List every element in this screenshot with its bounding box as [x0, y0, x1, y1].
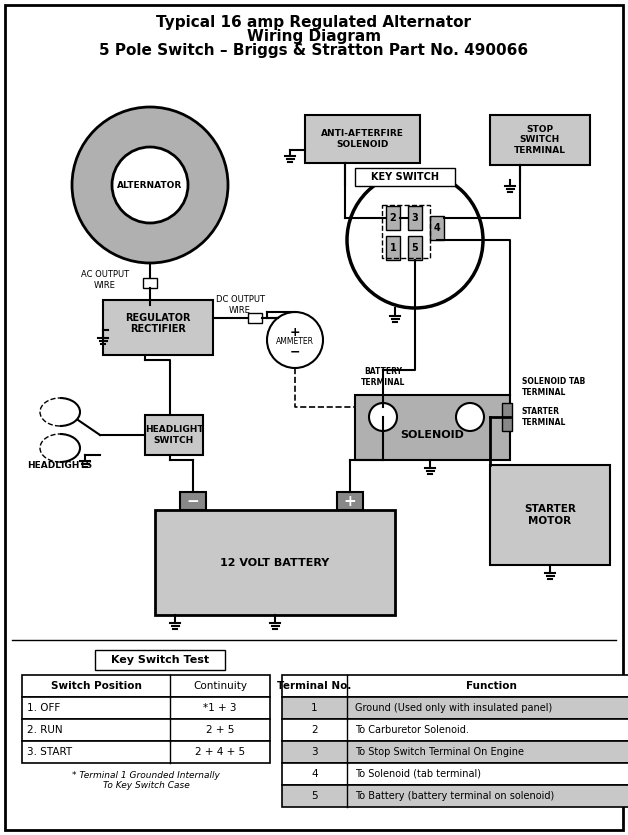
FancyBboxPatch shape — [180, 492, 206, 510]
FancyBboxPatch shape — [282, 675, 628, 697]
Text: Switch Position: Switch Position — [51, 681, 141, 691]
FancyBboxPatch shape — [490, 465, 610, 565]
Text: STOP
SWITCH
TERMINAL: STOP SWITCH TERMINAL — [514, 125, 566, 155]
Text: 4: 4 — [311, 769, 318, 779]
Text: Function: Function — [466, 681, 517, 691]
Text: HEADLIGHT
SWITCH: HEADLIGHT SWITCH — [144, 425, 203, 445]
FancyBboxPatch shape — [145, 415, 203, 455]
Text: ANTI-AFTERFIRE
SOLENOID: ANTI-AFTERFIRE SOLENOID — [321, 129, 404, 149]
Text: Terminal No.: Terminal No. — [278, 681, 352, 691]
FancyBboxPatch shape — [305, 115, 420, 163]
Text: Continuity: Continuity — [193, 681, 247, 691]
FancyBboxPatch shape — [103, 300, 213, 355]
Text: 3: 3 — [311, 747, 318, 757]
Text: Wiring Diagram: Wiring Diagram — [247, 28, 381, 43]
Text: To Solenoid (tab terminal): To Solenoid (tab terminal) — [355, 769, 481, 779]
Text: Ground (Used only with insulated panel): Ground (Used only with insulated panel) — [355, 703, 552, 713]
Text: To Stop Switch Terminal On Engine: To Stop Switch Terminal On Engine — [355, 747, 524, 757]
FancyBboxPatch shape — [430, 216, 444, 240]
Text: AMMETER: AMMETER — [276, 337, 314, 347]
Text: STARTER
MOTOR: STARTER MOTOR — [524, 504, 576, 526]
Text: Key Switch Test: Key Switch Test — [111, 655, 209, 665]
FancyBboxPatch shape — [143, 278, 157, 288]
Text: DC OUTPUT
WIRE: DC OUTPUT WIRE — [215, 296, 264, 315]
FancyBboxPatch shape — [22, 719, 270, 741]
FancyBboxPatch shape — [408, 236, 422, 260]
FancyBboxPatch shape — [355, 168, 455, 186]
Circle shape — [347, 172, 483, 308]
Text: Typical 16 amp Regulated Alternator: Typical 16 amp Regulated Alternator — [156, 14, 472, 29]
Text: +: + — [344, 493, 356, 509]
Text: SOLENOID: SOLENOID — [401, 431, 465, 441]
FancyBboxPatch shape — [282, 697, 628, 719]
Text: 1. OFF: 1. OFF — [27, 703, 60, 713]
Text: 2: 2 — [389, 213, 396, 223]
Text: 1: 1 — [389, 243, 396, 253]
FancyBboxPatch shape — [282, 763, 628, 785]
FancyBboxPatch shape — [490, 115, 590, 165]
FancyBboxPatch shape — [355, 395, 510, 460]
FancyBboxPatch shape — [408, 206, 422, 230]
Text: −: − — [187, 493, 199, 509]
FancyBboxPatch shape — [282, 785, 628, 807]
Text: 5: 5 — [311, 791, 318, 801]
FancyBboxPatch shape — [22, 675, 270, 697]
Text: 5: 5 — [411, 243, 418, 253]
Text: To Battery (battery terminal on solenoid): To Battery (battery terminal on solenoid… — [355, 791, 555, 801]
Text: SOLENOID TAB
TERMINAL: SOLENOID TAB TERMINAL — [522, 377, 585, 397]
Text: 3. START: 3. START — [27, 747, 72, 757]
Text: * Terminal 1 Grounded Internally
To Key Switch Case: * Terminal 1 Grounded Internally To Key … — [72, 771, 220, 791]
FancyBboxPatch shape — [22, 741, 270, 763]
Text: +: + — [290, 326, 300, 338]
Text: REGULATOR
RECTIFIER: REGULATOR RECTIFIER — [125, 312, 191, 334]
Circle shape — [369, 403, 397, 431]
FancyBboxPatch shape — [386, 236, 400, 260]
FancyBboxPatch shape — [282, 741, 628, 763]
Text: 5 Pole Switch – Briggs & Stratton Part No. 490066: 5 Pole Switch – Briggs & Stratton Part N… — [99, 43, 529, 58]
FancyBboxPatch shape — [386, 206, 400, 230]
Text: 12 VOLT BATTERY: 12 VOLT BATTERY — [220, 558, 330, 568]
Text: 1: 1 — [311, 703, 318, 713]
FancyBboxPatch shape — [103, 338, 213, 355]
Circle shape — [456, 403, 484, 431]
Text: HEADLIGHTS: HEADLIGHTS — [28, 460, 92, 469]
FancyBboxPatch shape — [155, 510, 395, 615]
FancyBboxPatch shape — [95, 650, 225, 670]
Text: 2 + 5: 2 + 5 — [206, 725, 234, 735]
Circle shape — [112, 147, 188, 223]
FancyBboxPatch shape — [248, 313, 262, 323]
FancyBboxPatch shape — [502, 403, 512, 431]
FancyBboxPatch shape — [22, 697, 270, 719]
Text: −: − — [290, 346, 300, 358]
Text: 2. RUN: 2. RUN — [27, 725, 63, 735]
Circle shape — [267, 312, 323, 368]
Text: *1 + 3: *1 + 3 — [203, 703, 237, 713]
Text: 4: 4 — [433, 223, 440, 233]
FancyBboxPatch shape — [282, 719, 628, 741]
Text: To Carburetor Solenoid.: To Carburetor Solenoid. — [355, 725, 469, 735]
Text: AC OUTPUT
WIRE: AC OUTPUT WIRE — [81, 271, 129, 290]
Text: ALTERNATOR: ALTERNATOR — [117, 180, 183, 190]
Text: KEY SWITCH: KEY SWITCH — [371, 172, 439, 182]
FancyBboxPatch shape — [5, 5, 623, 830]
Text: 2 + 4 + 5: 2 + 4 + 5 — [195, 747, 245, 757]
Text: BATTERY
TERMINAL: BATTERY TERMINAL — [361, 367, 405, 387]
Text: 2: 2 — [311, 725, 318, 735]
Circle shape — [72, 107, 228, 263]
Text: 3: 3 — [411, 213, 418, 223]
FancyBboxPatch shape — [337, 492, 363, 510]
Text: STARTER
TERMINAL: STARTER TERMINAL — [522, 407, 566, 427]
